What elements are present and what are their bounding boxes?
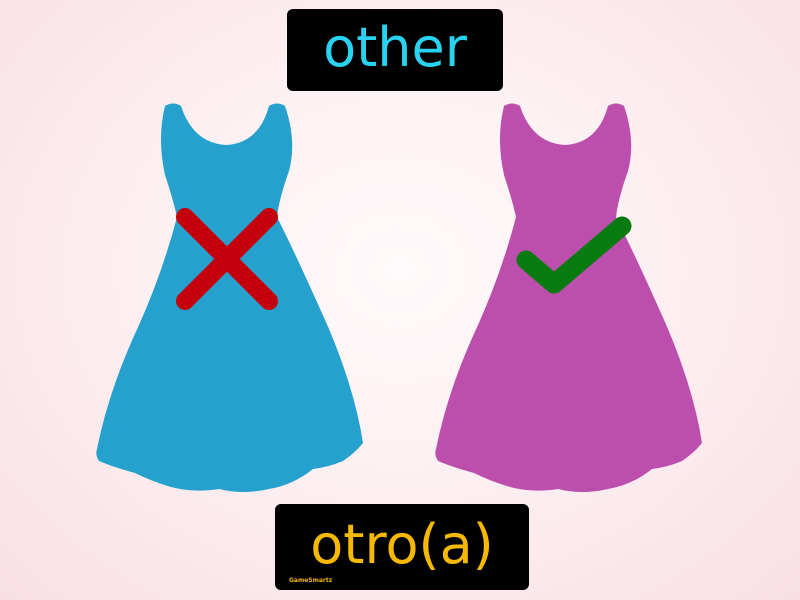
brand-logo-text: GameSmartz xyxy=(289,577,333,584)
blue-dress-icon xyxy=(96,103,363,492)
spanish-word-text: otro(a) xyxy=(310,513,494,576)
check-stroke xyxy=(516,216,632,294)
purple-dress-shape xyxy=(435,103,702,492)
blue-dress-shape xyxy=(96,103,363,492)
cross-stroke-2 xyxy=(176,208,278,310)
english-word-label: other xyxy=(287,9,503,91)
cross-mark-icon xyxy=(176,208,278,310)
purple-dress-icon xyxy=(435,103,702,492)
spanish-word-label: otro(a) GameSmartz xyxy=(275,504,529,590)
english-word-text: other xyxy=(323,16,467,79)
check-mark-icon xyxy=(516,216,632,294)
